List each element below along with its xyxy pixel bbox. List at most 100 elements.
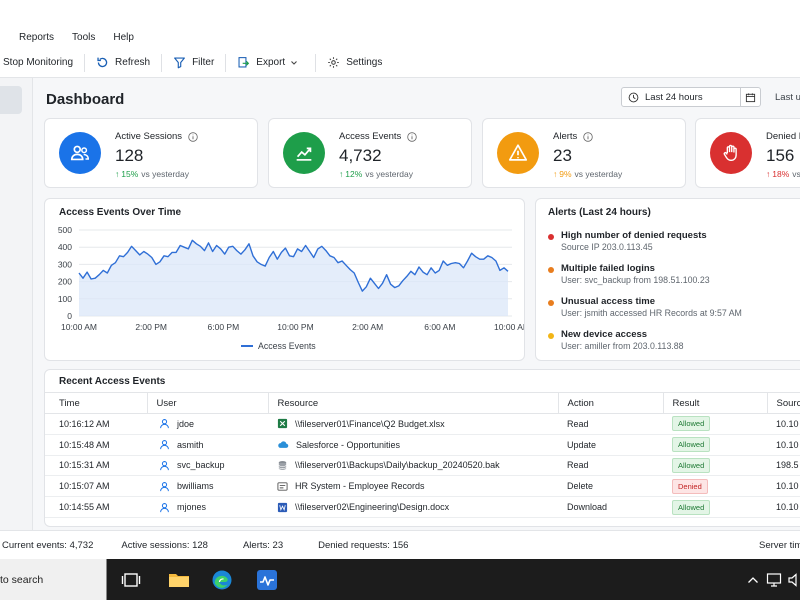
cell-action: Delete bbox=[558, 475, 663, 498]
kpi-label: Denied R bbox=[766, 131, 800, 142]
alerts-card: Alerts (Last 24 hours) High number of de… bbox=[535, 198, 800, 361]
stop-monitoring-button[interactable]: Stop Monitoring bbox=[3, 52, 73, 74]
column-header-source[interactable]: Sourc bbox=[766, 392, 800, 414]
kpi-card-denied-requests: Denied R 156 ↑18%vs bbox=[695, 118, 800, 188]
cell-resource: \\fileserver01\Finance\Q2 Budget.xlsx bbox=[268, 413, 558, 435]
cell-action: Update bbox=[558, 434, 663, 456]
alert-detail: User: amiller from 203.0.113.88 bbox=[561, 341, 684, 351]
monitor-app-button[interactable] bbox=[254, 567, 280, 593]
volume-button[interactable] bbox=[782, 567, 800, 593]
column-header-user[interactable]: User bbox=[146, 392, 268, 414]
kpi-label-text: Alerts bbox=[553, 131, 578, 142]
page-title: Dashboard bbox=[46, 91, 125, 108]
kpi-card-active-sessions: Active Sessions 128 ↑ 15% vs yesterday bbox=[44, 118, 258, 188]
task-view-icon bbox=[121, 573, 141, 587]
resource-path: \\fileserver01\Finance\Q2 Budget.xlsx bbox=[295, 418, 445, 429]
alert-detail: Source IP 203.0.113.45 bbox=[561, 242, 653, 252]
hand-stop-icon bbox=[723, 144, 737, 162]
user-icon bbox=[160, 461, 169, 471]
window-title-strip bbox=[0, 0, 800, 26]
result-badge: Allowed bbox=[672, 437, 711, 453]
info-icon[interactable] bbox=[407, 131, 418, 142]
menu-bar: Reports Tools Help bbox=[0, 26, 800, 48]
kpi-card-alerts: Alerts 23 ↑ 9% vs yesterday bbox=[482, 118, 686, 188]
events-table: Time User Resource Action Result Sourc 1… bbox=[45, 392, 800, 518]
access-events-chart-card: Access Events Over Time 0 100 200 300 400 500… bbox=[44, 198, 525, 361]
x-tick-label: 6:00 PM bbox=[208, 322, 240, 332]
refresh-label: Refresh bbox=[115, 57, 151, 68]
toolbar-divider bbox=[225, 53, 227, 72]
column-header-resource[interactable]: Resource bbox=[267, 392, 558, 414]
excel-file-icon bbox=[277, 419, 288, 429]
edge-browser-button[interactable] bbox=[209, 567, 235, 593]
result-badge: Denied bbox=[672, 478, 708, 494]
result-badge: Allowed bbox=[672, 416, 711, 432]
folder-icon bbox=[169, 574, 189, 587]
kpi-trend-suffix: vs yesterday bbox=[365, 169, 413, 179]
cell-source: 10.10 bbox=[767, 475, 800, 498]
kpi-trend: ↑ 15% vs yesterday bbox=[115, 169, 189, 179]
x-tick-label: 6:00 AM bbox=[424, 322, 455, 332]
time-range-picker[interactable]: Last 24 hours bbox=[621, 87, 761, 107]
status-active-sessions: Active sessions: 128 bbox=[121, 539, 208, 551]
table-row[interactable]: 10:14:55 AM mjones \\fileserver02\Engine… bbox=[45, 496, 800, 518]
export-button[interactable]: Export bbox=[237, 52, 304, 74]
kpi-trend: ↑ 18% vs bbox=[766, 169, 800, 179]
file-explorer-button[interactable] bbox=[166, 567, 192, 593]
table-row[interactable]: 10:15:48 AM asmith Salesforce - Opportun… bbox=[45, 434, 800, 456]
refresh-button[interactable]: Refresh bbox=[96, 52, 150, 74]
kpi-label: Active Sessions bbox=[115, 131, 198, 142]
cell-action: Download bbox=[558, 496, 663, 518]
cell-result: Allowed bbox=[663, 455, 767, 477]
sidebar-selected-item[interactable] bbox=[0, 86, 22, 114]
severity-dot bbox=[548, 333, 554, 339]
cell-source: 198.5 bbox=[767, 455, 800, 477]
cell-user: jdoe bbox=[147, 413, 268, 435]
kpi-icon-circle bbox=[710, 132, 752, 174]
alert-detail: User: svc_backup from 198.51.100.23 bbox=[561, 275, 710, 285]
recent-access-events-card: Recent Access Events Time User Resource … bbox=[44, 369, 800, 527]
task-view-button[interactable] bbox=[118, 567, 144, 593]
y-tick-label: 0 bbox=[67, 311, 72, 321]
table-row[interactable]: 10:15:07 AM bwilliams HR System - Employ… bbox=[45, 475, 800, 498]
cell-resource: Salesforce - Opportunities bbox=[268, 434, 558, 456]
table-row[interactable]: 10:15:31 AM svc_backup \\fileserver01\Ba… bbox=[45, 455, 800, 477]
result-badge: Allowed bbox=[672, 457, 711, 473]
taskbar-search-box[interactable]: to search bbox=[0, 559, 107, 600]
cell-time: 10:15:31 AM bbox=[45, 455, 147, 477]
chevron-up-icon bbox=[748, 577, 758, 583]
info-icon[interactable] bbox=[188, 131, 198, 142]
filter-icon bbox=[174, 57, 186, 69]
calendar-button[interactable] bbox=[740, 88, 760, 106]
kpi-label: Access Events bbox=[339, 131, 418, 142]
resource-path: \\fileserver02\Engineering\Design.docx bbox=[295, 502, 450, 513]
word-file-icon bbox=[277, 502, 288, 512]
column-header-result[interactable]: Result bbox=[662, 392, 767, 414]
menu-tools[interactable]: Tools bbox=[72, 31, 96, 43]
kpi-trend-percent: 9% bbox=[559, 169, 572, 179]
kpi-label-text: Access Events bbox=[339, 131, 402, 142]
info-icon[interactable] bbox=[583, 131, 593, 142]
menu-reports[interactable]: Reports bbox=[19, 31, 55, 43]
user-name: svc_backup bbox=[177, 460, 225, 471]
x-tick-label: 2:00 AM bbox=[352, 322, 383, 332]
cell-time: 10:15:48 AM bbox=[45, 434, 147, 456]
filter-button[interactable]: Filter bbox=[173, 52, 214, 74]
network-button[interactable] bbox=[761, 567, 787, 593]
column-header-time[interactable]: Time bbox=[45, 392, 147, 414]
access-events-chart: 0 100 200 300 400 500 10:00 AM 2:00 PM 6:00 PM 10… bbox=[58, 225, 524, 351]
status-bar: Current events: 4,732 Active sessions: 1… bbox=[0, 530, 800, 559]
menu-help[interactable]: Help bbox=[113, 31, 134, 43]
severity-dot bbox=[548, 300, 554, 306]
settings-button[interactable]: Settings bbox=[327, 52, 382, 74]
table-row[interactable]: 10:16:12 AM jdoe \\fileserver01\Finance\… bbox=[45, 413, 800, 435]
time-range-value: Last 24 hours bbox=[645, 91, 703, 103]
column-header-action[interactable]: Action bbox=[557, 392, 663, 414]
last-updated-label: Last up bbox=[775, 92, 800, 103]
gear-icon bbox=[328, 57, 339, 68]
settings-label: Settings bbox=[346, 57, 383, 68]
kpi-trend-suffix: vs yesterday bbox=[141, 169, 189, 179]
cell-user: asmith bbox=[147, 434, 268, 456]
show-hidden-icons-button[interactable] bbox=[740, 567, 766, 593]
stop-monitoring-label: Stop Monitoring bbox=[3, 57, 74, 68]
